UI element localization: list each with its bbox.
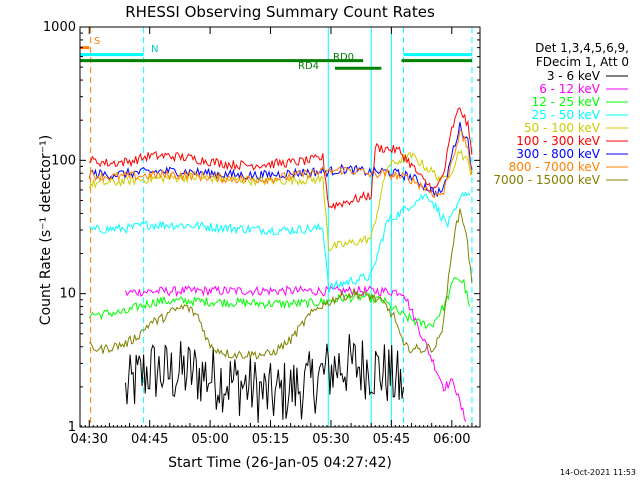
y-tick-label: 1000	[43, 20, 76, 35]
plot-frame	[79, 26, 481, 428]
legend-label-3: 12 - 25 keV	[532, 95, 601, 109]
x-tick-label: 06:00	[433, 432, 470, 447]
legend-label-4: 25 - 50 keV	[532, 108, 601, 122]
annotation-rd4: RD4	[298, 61, 319, 72]
x-tick-label: 04:45	[131, 432, 168, 447]
plot-area	[79, 27, 473, 427]
annotations: S N RD0 RD4	[94, 36, 354, 72]
series-line-9	[88, 208, 473, 360]
x-axis: 04:30 04:45 05:00 05:15 05:30 05:45 06:00	[71, 27, 481, 447]
annotation-rd0: RD0	[333, 52, 354, 63]
series-line-2	[125, 284, 467, 422]
x-tick-label: 05:30	[312, 432, 349, 447]
legend-header-line-1: Det 1,3,4,5,6,9,	[535, 41, 629, 55]
series-line-8	[88, 129, 473, 199]
legend-label-2: 6 - 12 keV	[539, 82, 601, 96]
series-line-6	[88, 107, 473, 211]
legend: Det 1,3,4,5,6,9, FDecim 1, Att 0 3 - 6 k…	[493, 41, 629, 187]
series-line-3	[88, 276, 471, 330]
annotation-n: N	[151, 44, 158, 55]
x-tick-label: 05:45	[373, 432, 410, 447]
legend-label-7: 300 - 800 keV	[516, 147, 600, 161]
legend-label-1: 3 - 6 keV	[547, 69, 601, 83]
chart-title: RHESSI Observing Summary Count Rates	[125, 3, 435, 21]
legend-label-5: 50 - 100 keV	[524, 121, 601, 135]
y-tick-label: 100	[51, 153, 76, 168]
legend-label-9: 7000 - 15000 keV	[493, 173, 600, 187]
y-tick-label: 10	[59, 287, 76, 302]
x-axis-label: Start Time (26-Jan-05 04:27:42)	[168, 455, 392, 471]
series-line-1	[125, 333, 404, 423]
series-line-4	[88, 191, 471, 293]
legend-label-8: 800 - 7000 keV	[509, 160, 601, 174]
y-tick-label: 1	[68, 420, 76, 435]
x-tick-label: 04:30	[71, 432, 108, 447]
y-axis: 1 10 100 1000	[43, 20, 480, 435]
legend-label-6: 100 - 300 keV	[516, 134, 600, 148]
footer-date: 14-Oct-2021 11:53	[560, 468, 636, 477]
x-tick-label: 05:00	[191, 432, 228, 447]
legend-header-line-2: FDecim 1, Att 0	[536, 55, 629, 69]
x-tick-label: 05:15	[252, 432, 289, 447]
annotation-s: S	[94, 36, 100, 47]
y-axis-label: Count Rate (s⁻¹ detector⁻¹)	[38, 135, 54, 325]
